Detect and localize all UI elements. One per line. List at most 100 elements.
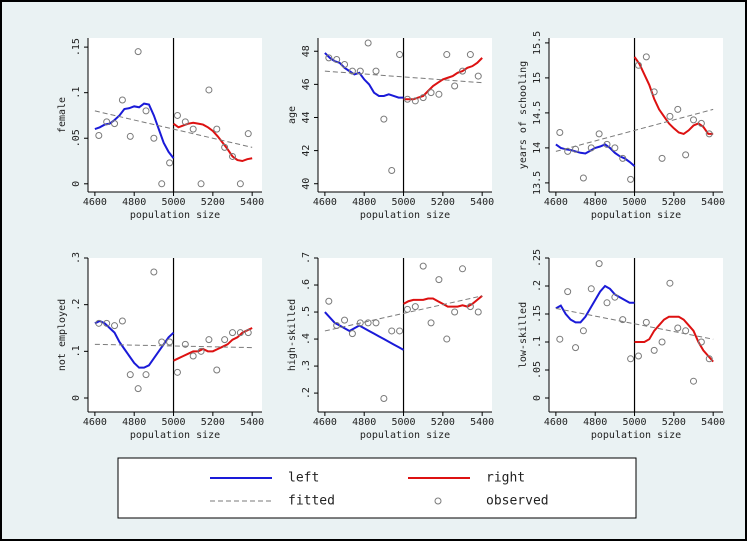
observed-point: [705, 355, 713, 363]
observed-point: [142, 107, 150, 115]
fit-line: [324, 311, 405, 351]
observed-point: [435, 276, 443, 284]
y-tick-label: 0: [71, 395, 82, 401]
y-tick-label: .1: [532, 336, 543, 348]
y-axis-title: not employed: [57, 299, 68, 371]
x-tick-label: 5400: [240, 417, 264, 428]
x-tick-label: 5200: [662, 417, 686, 428]
x-tick-label: 4600: [313, 417, 337, 428]
observed-point: [403, 305, 411, 313]
y-tick-label: 14.5: [532, 101, 543, 125]
observed-point: [697, 338, 705, 346]
observed-point: [356, 319, 364, 327]
observed-point: [396, 51, 404, 59]
observed-point: [682, 151, 690, 159]
x-axis-title: population size: [591, 430, 681, 441]
observed-point: [325, 54, 333, 62]
y-tick-label: 0: [71, 181, 82, 187]
observed-point: [443, 51, 451, 59]
observed-point: [236, 180, 244, 188]
observed-point: [205, 86, 213, 94]
observed-point: [333, 322, 341, 330]
fit-line: [555, 284, 635, 324]
observed-point: [474, 72, 482, 80]
y-tick-label: 14: [532, 142, 543, 154]
x-axis-title: population size: [130, 430, 220, 441]
observed-point: [705, 130, 713, 138]
observed-point: [666, 279, 674, 287]
x-tick-label: 4800: [352, 417, 376, 428]
observed-point: [658, 154, 666, 162]
observed-point: [118, 96, 126, 104]
observed-point: [236, 329, 244, 337]
observed-point: [372, 319, 380, 327]
y-tick-label: .3: [71, 252, 82, 264]
observed-point: [213, 125, 221, 133]
observed-point: [411, 303, 419, 311]
observed-point: [634, 352, 642, 360]
y-tick-label: 48: [301, 45, 312, 57]
x-tick-label: 5400: [470, 197, 494, 208]
observed-point: [459, 265, 467, 273]
x-axis-title: population size: [360, 210, 450, 221]
observed-point: [221, 336, 229, 344]
observed-point: [158, 180, 166, 188]
fitted-line: [94, 110, 253, 148]
fitted-line: [324, 70, 483, 84]
observed-point: [611, 293, 619, 301]
observed-point: [356, 67, 364, 75]
y-tick-label: 0: [532, 395, 543, 401]
observed-point: [189, 352, 197, 360]
observed-point: [682, 327, 690, 335]
observed-point: [403, 95, 411, 103]
observed-point: [579, 174, 587, 182]
legend-box: [117, 457, 637, 519]
observed-point: [587, 285, 595, 293]
x-tick-label: 4600: [313, 197, 337, 208]
observed-point: [466, 51, 474, 59]
observed-point: [126, 132, 134, 140]
plot-area: [88, 38, 262, 192]
x-tick-label: 5000: [391, 417, 415, 428]
observed-point: [451, 82, 459, 90]
observed-point: [341, 60, 349, 68]
observed-point: [556, 129, 564, 136]
observed-point: [244, 130, 252, 138]
observed-point: [690, 116, 698, 124]
observed-point: [690, 377, 698, 385]
x-axis-title: population size: [591, 210, 681, 221]
observed-point: [348, 330, 356, 338]
x-tick-label: 4600: [544, 417, 568, 428]
y-tick-label: .15: [532, 305, 543, 323]
observed-point: [619, 154, 627, 162]
observed-point: [634, 61, 642, 69]
observed-point: [603, 299, 611, 307]
observed-point: [595, 260, 603, 268]
x-tick-label: 5400: [470, 417, 494, 428]
y-tick-label: .2: [301, 387, 312, 399]
x-tick-label: 5200: [431, 197, 455, 208]
observed-point: [380, 394, 388, 402]
observed-point: [435, 90, 443, 98]
observed-point: [642, 318, 650, 326]
x-axis-title: population size: [130, 210, 220, 221]
x-tick-label: 5000: [622, 197, 646, 208]
x-tick-label: 5000: [161, 417, 185, 428]
observed-point: [150, 268, 158, 276]
observed-point: [419, 262, 427, 270]
observed-point: [229, 152, 237, 160]
observed-point: [364, 39, 372, 47]
plot-area: [88, 258, 262, 412]
fit-line: [94, 102, 175, 159]
observed-point: [158, 338, 166, 346]
observed-point: [564, 288, 572, 296]
y-tick-label: .2: [71, 299, 82, 311]
observed-point: [181, 340, 189, 348]
observed-point: [348, 67, 356, 75]
observed-point: [587, 144, 595, 152]
y-tick-label: 40: [301, 178, 312, 190]
observed-point: [419, 94, 427, 102]
observed-point: [111, 120, 119, 128]
observed-point: [126, 371, 134, 379]
